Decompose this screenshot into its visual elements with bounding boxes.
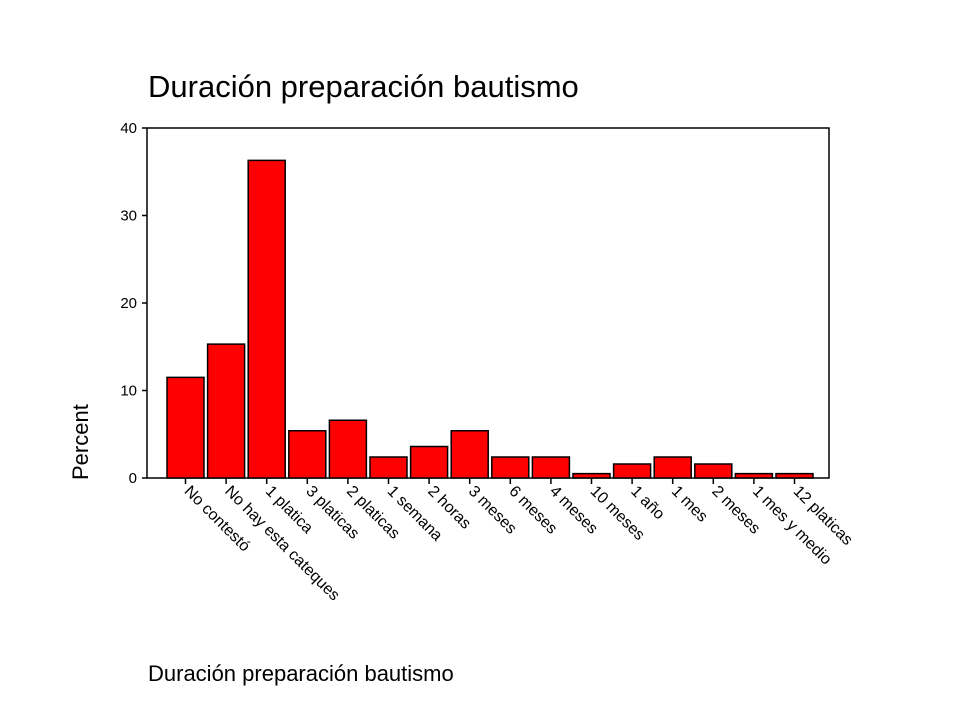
bar	[369, 456, 408, 479]
bar	[409, 445, 449, 479]
bar	[572, 472, 611, 479]
bar	[612, 463, 652, 479]
bar	[166, 376, 205, 479]
x-tick-label: 1 mes	[668, 483, 711, 526]
bar	[694, 463, 733, 479]
y-axis-label: Percent	[68, 404, 93, 480]
bar	[734, 472, 774, 479]
y-tick-label: 0	[129, 470, 137, 487]
bar	[328, 419, 368, 479]
bar	[653, 456, 692, 479]
y-tick-label: 10	[120, 383, 137, 400]
y-tick-label: 40	[120, 120, 137, 137]
bar	[247, 159, 286, 479]
bar	[288, 430, 327, 479]
y-tick-label: 20	[120, 295, 137, 312]
x-axis-label: Duración preparación bautismo	[148, 661, 454, 686]
bar	[206, 343, 246, 479]
bar	[491, 456, 530, 479]
chart-title: Duración preparación bautismo	[148, 69, 579, 104]
bar	[450, 430, 489, 479]
bar	[531, 456, 571, 479]
bar	[775, 472, 814, 479]
y-tick-label: 30	[120, 208, 137, 225]
